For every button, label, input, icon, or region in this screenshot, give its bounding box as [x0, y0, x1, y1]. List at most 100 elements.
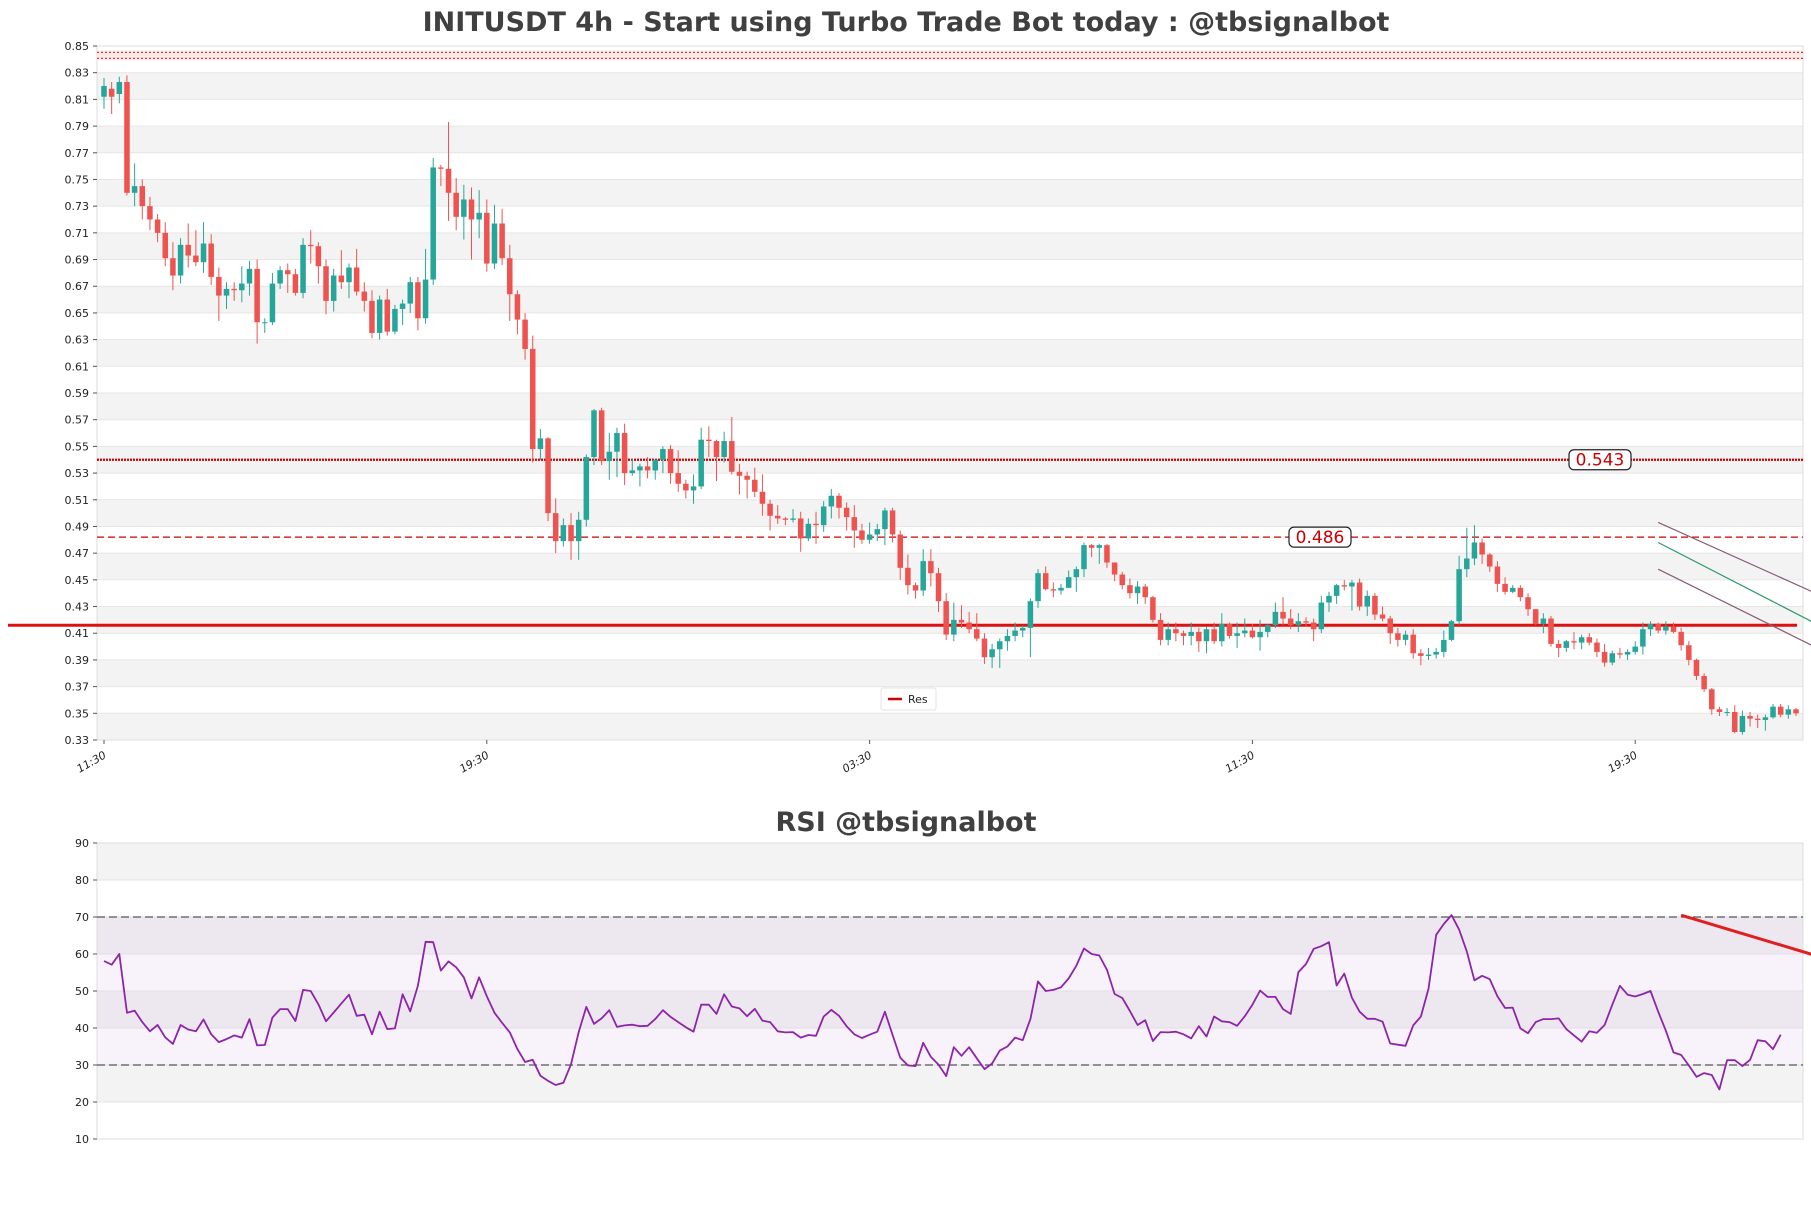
- rsi-ytick-label: 70: [75, 911, 89, 924]
- price-ytick-label: 0.33: [65, 734, 90, 747]
- candle-body: [706, 439, 712, 442]
- candle-body: [1303, 621, 1309, 623]
- rsi-y-axis: 10 20 30 40 50 60 70 80 90: [75, 837, 97, 1146]
- candle-body: [820, 506, 827, 526]
- candle-body: [866, 534, 873, 540]
- candle-body: [131, 186, 138, 193]
- price-ytick-label: 0.75: [65, 173, 90, 186]
- price-ytick-label: 0.57: [65, 414, 90, 427]
- candle-body: [598, 410, 605, 462]
- candle-body: [1747, 715, 1753, 719]
- candle-body: [1157, 619, 1164, 640]
- price-band: [97, 393, 1803, 420]
- candle-body: [315, 246, 322, 267]
- rsi-band: [97, 954, 1803, 991]
- candle-body: [1754, 718, 1761, 720]
- candle-body: [843, 507, 850, 518]
- candle-body: [759, 491, 766, 504]
- candle-body: [1012, 630, 1018, 636]
- candle-body: [1219, 623, 1225, 642]
- price-band: [97, 633, 1803, 660]
- candle-body: [882, 510, 888, 530]
- candle-body: [920, 561, 926, 591]
- price-ytick-label: 0.61: [65, 360, 90, 373]
- candle-body: [376, 299, 383, 333]
- channel-lower-line: [1657, 568, 1811, 646]
- rsi-ytick-label: 90: [75, 837, 89, 850]
- rsi-panel: 10 20 30 40 50 60 70 80 90 RSI @tbsignalbot: [75, 807, 1811, 1146]
- candle-body: [1555, 643, 1562, 648]
- candle-body: [1280, 611, 1286, 619]
- rsi-ytick-label: 60: [75, 948, 89, 961]
- candle-body: [591, 410, 597, 458]
- candle-body: [1287, 618, 1294, 626]
- candle-body: [453, 192, 459, 217]
- rsi-trendline-group: [1680, 913, 1811, 956]
- candle-body: [935, 573, 942, 602]
- candle-body: [1318, 602, 1325, 630]
- candle-body: [790, 518, 796, 520]
- price-ytick-label: 0.37: [65, 681, 90, 694]
- candle-body: [1333, 585, 1340, 596]
- price-band: [97, 259, 1803, 287]
- candle-body: [246, 268, 253, 284]
- candle-body: [1663, 626, 1669, 631]
- price-ytick-label: 0.79: [65, 120, 90, 133]
- candle-body: [981, 638, 988, 658]
- candle-body: [721, 441, 727, 458]
- price-band: [97, 179, 1803, 207]
- candle-body: [154, 219, 161, 233]
- price-band: [97, 606, 1803, 634]
- candle-body: [958, 619, 965, 623]
- candle-body: [575, 519, 582, 542]
- price-band: [97, 152, 1803, 180]
- candle-body: [545, 438, 551, 514]
- candle-body: [468, 199, 475, 220]
- candle-body: [1762, 717, 1769, 720]
- candle-body: [1165, 629, 1171, 640]
- candle-body: [262, 322, 268, 324]
- candle-body: [1326, 595, 1332, 603]
- candle-body: [1716, 709, 1723, 712]
- resistance-band: [97, 50, 1803, 61]
- price-band: [97, 99, 1803, 127]
- candle-body: [361, 291, 368, 301]
- candle-body: [1173, 629, 1179, 634]
- candle-body: [1441, 639, 1447, 652]
- candle-body: [484, 212, 490, 264]
- candle-body: [1655, 623, 1661, 631]
- rsi-band: [97, 1065, 1803, 1102]
- candle-body: [1433, 651, 1439, 655]
- candle-body: [223, 288, 230, 296]
- candle-body: [851, 517, 858, 531]
- candle-body: [292, 274, 299, 293]
- candle-body: [767, 503, 773, 516]
- rsi-grid-bands: [97, 843, 1803, 1140]
- candle-body: [667, 449, 674, 474]
- price-band: [97, 312, 1803, 340]
- candle-body: [1532, 609, 1539, 624]
- candle-body: [1264, 625, 1271, 632]
- candle-body: [323, 266, 329, 301]
- candle-body: [1739, 715, 1746, 732]
- price-ytick-label: 0.51: [65, 494, 90, 507]
- candle-body: [1203, 629, 1210, 642]
- price-band: [97, 659, 1803, 687]
- candle-body: [1724, 711, 1730, 713]
- candle-body: [239, 283, 245, 291]
- price-ytick-label: 0.45: [65, 574, 90, 587]
- candle-body: [1709, 689, 1715, 710]
- candle-body: [614, 433, 620, 452]
- price-band: [97, 553, 1803, 580]
- candle-body: [330, 275, 337, 301]
- candle-body: [797, 518, 804, 539]
- candle-body: [231, 288, 237, 291]
- candle-body: [307, 244, 314, 247]
- candle-body: [698, 439, 704, 487]
- price-grid-bands: [97, 46, 1803, 741]
- candle-body: [889, 510, 896, 535]
- candle-body: [1096, 545, 1103, 548]
- candle-body: [269, 283, 276, 323]
- price-band: [97, 713, 1803, 740]
